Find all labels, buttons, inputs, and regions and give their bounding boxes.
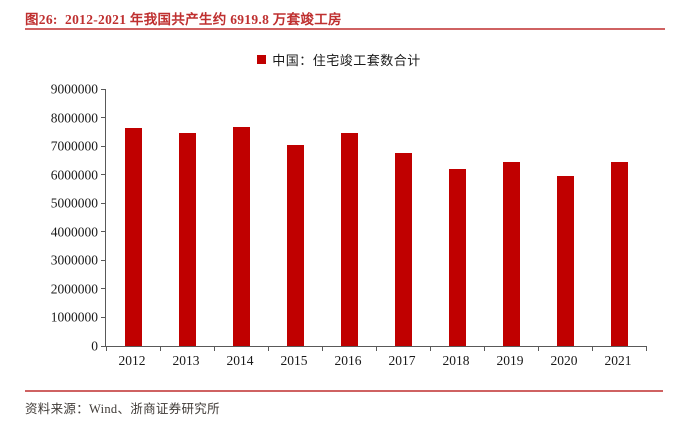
- x-tick-mark: [429, 346, 431, 351]
- y-tick-mark: [101, 202, 106, 204]
- bar-2012: [124, 127, 142, 346]
- y-tick-label-7000000: 7000000: [50, 138, 98, 154]
- x-tick-mark: [483, 346, 485, 351]
- y-axis-labels: 0 1000000 2000000 3000000 4000000 5000000 6000…: [28, 82, 98, 352]
- y-tick-label-6000000: 6000000: [50, 166, 98, 182]
- y-tick-mark: [101, 88, 106, 90]
- x-tick-mark: [213, 346, 215, 351]
- x-tick-label-2012: 2012: [118, 353, 146, 368]
- y-tick-mark: [101, 231, 106, 233]
- source-label: 资料来源：: [25, 402, 90, 416]
- y-tick-mark: [101, 117, 106, 119]
- chart-legend: 中国：住宅竣工套数合计: [0, 50, 678, 69]
- y-tick-mark: [101, 316, 106, 318]
- x-tick-mark: [375, 346, 377, 351]
- x-tick-mark: [321, 346, 323, 351]
- bar-2017: [394, 152, 412, 346]
- bar-chart-plot-area: [101, 88, 647, 351]
- legend-label: 中国：住宅竣工套数合计: [272, 53, 421, 68]
- y-tick-mark: [101, 345, 106, 347]
- bar-2015: [286, 144, 304, 346]
- x-tick-label-2017: 2017: [388, 353, 416, 368]
- figure-title: 图26: 2012-2021 年我国共产生约 6919.8 万套竣工房: [25, 12, 342, 27]
- bar-2020: [556, 175, 574, 346]
- y-tick-label-1000000: 1000000: [50, 309, 98, 325]
- y-tick-mark: [101, 145, 106, 147]
- x-tick-label-2013: 2013: [172, 353, 200, 368]
- bar-2016: [340, 133, 358, 346]
- title-divider-line: [25, 28, 665, 30]
- bar-2019: [502, 162, 520, 346]
- x-tick-label-2019: 2019: [496, 353, 524, 368]
- x-tick-label-2018: 2018: [442, 353, 470, 368]
- y-tick-label-2000000: 2000000: [50, 281, 98, 297]
- y-tick-label-3000000: 3000000: [50, 252, 98, 268]
- source-text: Wind、浙商证券研究所: [89, 402, 220, 416]
- x-tick-mark: [645, 346, 647, 351]
- x-tick-mark: [591, 346, 593, 351]
- x-axis-labels: 2012 2013 2014 2015 2016 2017 2018 2019 2020 2021: [105, 352, 645, 372]
- x-tick-mark: [537, 346, 539, 351]
- x-tick-label-2021: 2021: [604, 353, 632, 368]
- y-tick-mark: [101, 259, 106, 261]
- x-tick-label-2016: 2016: [334, 353, 362, 368]
- bar-2014: [232, 126, 250, 346]
- y-tick-label-5000000: 5000000: [50, 195, 98, 211]
- x-tick-mark: [267, 346, 269, 351]
- bar-2013: [178, 132, 196, 346]
- source-note: 资料来源：Wind、浙商证券研究所: [25, 398, 220, 417]
- x-tick-label-2020: 2020: [550, 353, 578, 368]
- x-tick-mark: [159, 346, 161, 351]
- x-tick-label-2015: 2015: [280, 353, 308, 368]
- x-tick-label-2014: 2014: [226, 353, 254, 368]
- bar-2021: [610, 161, 628, 346]
- bar-2018: [448, 168, 466, 346]
- y-tick-mark: [101, 288, 106, 290]
- x-tick-mark: [105, 346, 107, 351]
- y-tick-label-4000000: 4000000: [50, 224, 98, 240]
- y-tick-label-8000000: 8000000: [50, 109, 98, 125]
- y-tick-mark: [101, 174, 106, 176]
- y-tick-label-9000000: 9000000: [50, 81, 98, 97]
- footer-divider-line: [25, 390, 663, 392]
- legend-square-marker: [257, 55, 267, 64]
- y-tick-label-0: 0: [91, 338, 98, 354]
